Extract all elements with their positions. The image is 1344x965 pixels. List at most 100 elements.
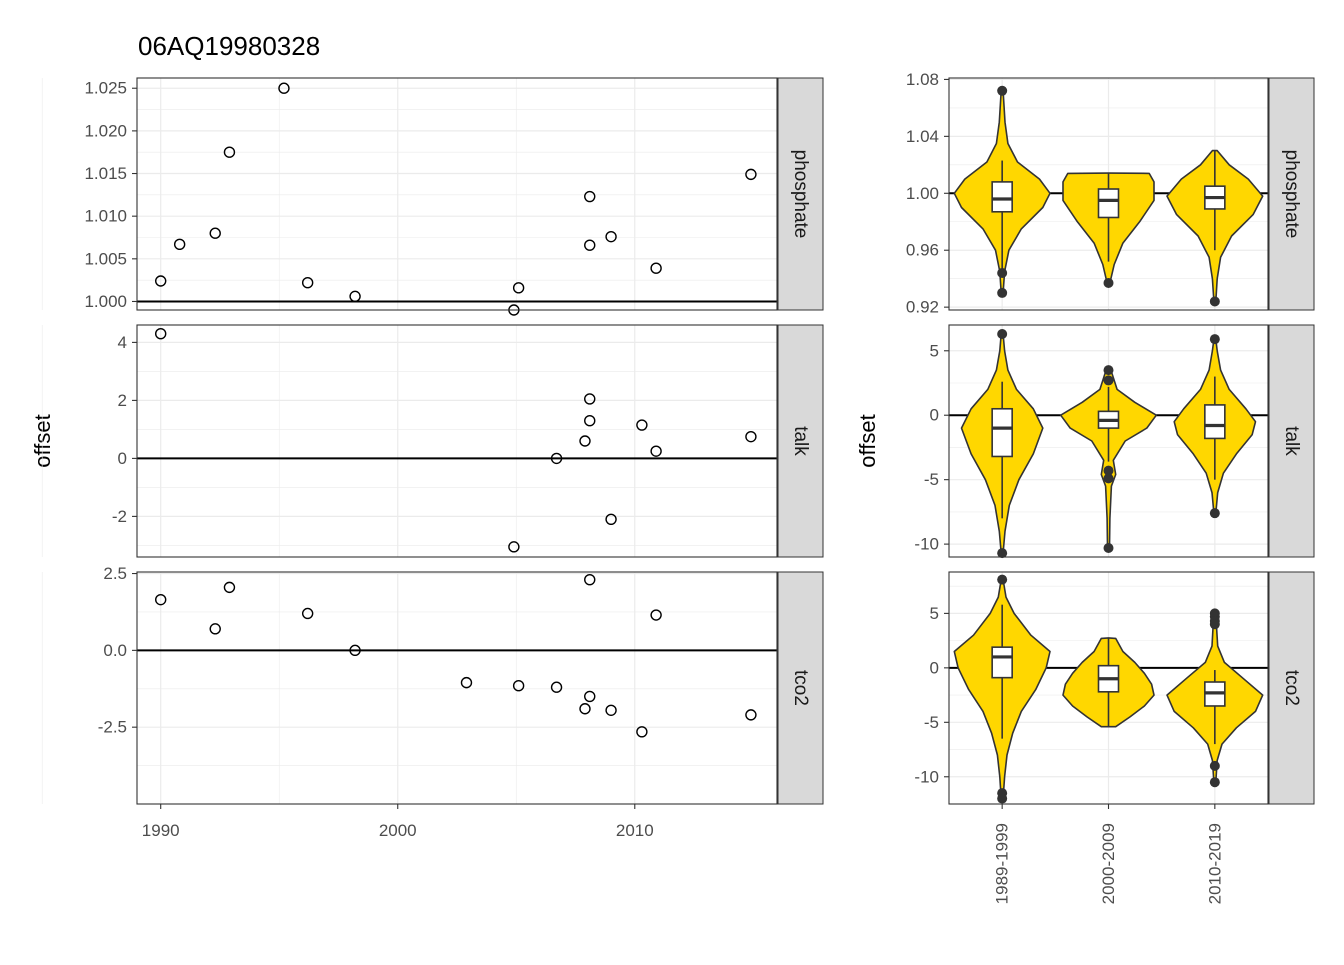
data-point	[155, 593, 167, 606]
box	[991, 407, 1013, 458]
violin-group-2010-2019	[1166, 149, 1264, 307]
data-point	[745, 168, 757, 181]
facet-strip-talk	[1268, 324, 1315, 558]
plot-title: 06AQ19980328	[138, 31, 320, 61]
data-point	[223, 581, 236, 594]
facet-strip-label: talk	[790, 426, 811, 456]
data-point	[584, 239, 596, 251]
data-point	[155, 275, 167, 287]
data-point	[584, 415, 596, 427]
y-tick-label: 1.005	[84, 249, 127, 268]
y-tick-label: 1.020	[84, 121, 127, 140]
y-tick-label: 0	[118, 449, 127, 468]
data-point	[650, 445, 662, 457]
data-point	[550, 681, 563, 693]
box	[991, 646, 1013, 679]
y-tick-label: 0.92	[906, 298, 939, 317]
box	[991, 181, 1013, 213]
data-point	[209, 623, 221, 635]
data-point	[512, 282, 525, 294]
facet-strip-phosphate	[1268, 77, 1315, 311]
y-tick-label: 0	[930, 406, 939, 425]
data-point	[512, 679, 525, 692]
facet-strip-phosphate	[777, 77, 824, 311]
data-point	[745, 709, 757, 721]
right-y-axis-title: offset	[855, 414, 880, 467]
y-tick-label: -10	[914, 535, 939, 554]
y-tick-label: 4	[118, 333, 127, 352]
outlier-point	[997, 548, 1008, 559]
violin-group-2010-2019	[1166, 608, 1264, 788]
scatter-panel-talk: -2 0 2 4 talk	[41, 324, 824, 558]
data-point	[173, 238, 186, 251]
y-tick-label: 1.00	[906, 184, 939, 203]
data-point	[584, 190, 596, 203]
y-tick-label: 1.08	[906, 70, 939, 89]
y-tick-label: -10	[914, 767, 939, 786]
outlier-point	[1209, 334, 1220, 345]
outlier-point	[997, 85, 1008, 96]
box	[1097, 188, 1120, 219]
outlier-point	[997, 329, 1008, 340]
data-point	[278, 82, 290, 94]
y-tick-label: 0.96	[906, 241, 939, 260]
y-tick-label: -2	[112, 507, 127, 526]
violin-group-1989-1999	[953, 574, 1051, 804]
outlier-point	[997, 793, 1008, 804]
outlier-point	[1209, 508, 1220, 519]
panel-border	[136, 77, 778, 311]
data-point	[579, 703, 591, 715]
panel-background	[137, 572, 777, 804]
data-point	[605, 513, 617, 525]
data-point	[349, 644, 361, 657]
outlier-point	[1103, 465, 1114, 476]
data-point	[223, 146, 236, 158]
outlier-point	[997, 287, 1008, 298]
category-label: 2010-2019	[1205, 823, 1224, 904]
y-tick-label: 1.000	[84, 292, 127, 311]
violin-panel-talk: -10 -5 0 5 talk	[914, 324, 1315, 559]
data-point	[550, 452, 563, 465]
y-tick-label: 1.015	[84, 164, 127, 183]
facet-strip-label: phosphate	[790, 150, 811, 239]
data-point	[605, 704, 617, 716]
data-point	[508, 541, 520, 553]
data-point	[584, 573, 596, 586]
data-point	[460, 676, 473, 689]
violin-group-1989-1999	[960, 329, 1044, 559]
facet-strip-talk	[777, 324, 824, 558]
outlier-point	[1209, 760, 1220, 771]
facet-strip-label: tco2	[790, 670, 811, 706]
y-tick-label: -5	[924, 713, 939, 732]
violin-facet-plot: 0.92 0.96 1.00 1.04 1.08 phosphate -10 -5 0 5 talk…	[906, 70, 1315, 904]
facet-strip-tco2	[1268, 571, 1315, 805]
y-tick-label: 1.010	[84, 207, 127, 226]
y-tick-label: 5	[930, 341, 939, 360]
facet-strip-tco2	[777, 571, 824, 805]
y-tick-label: 0.0	[103, 641, 127, 660]
outlier-point	[1103, 542, 1114, 553]
y-tick-label: -5	[924, 470, 939, 489]
violin-panel-phosphate: 0.92 0.96 1.00 1.04 1.08 phosphate	[906, 70, 1315, 317]
data-point	[209, 227, 221, 239]
outlier-point	[997, 267, 1008, 278]
outlier-point	[1103, 473, 1114, 484]
data-point	[301, 607, 314, 620]
outlier-point	[997, 574, 1008, 585]
data-point	[349, 290, 361, 303]
scatter-facet-plot: 1.000 1.005 1.010 1.015 1.020 1.025 phosphate -…	[41, 77, 824, 840]
panel-background	[137, 78, 777, 310]
box	[1204, 404, 1226, 440]
violin-group-1989-1999	[953, 85, 1051, 298]
scatter-panel-phosphate: 1.000 1.005 1.010 1.015 1.020 1.025 phosphate	[41, 77, 824, 316]
scatter-panel-tco2: -2.5 0.0 2.5 tco2 1990 2000 2010	[41, 564, 824, 840]
data-point	[636, 726, 648, 738]
data-point	[584, 393, 596, 405]
category-label: 2000-2009	[1099, 823, 1118, 904]
left-y-axis-title: offset	[30, 414, 55, 467]
y-tick-label: 2	[118, 391, 127, 410]
y-tick-label: 1.04	[906, 127, 939, 146]
outlier-point	[1209, 777, 1220, 788]
violin-panel-tco2: -10 -5 0 5 tco2 1989-1999 2000-2009 2010-2019	[914, 571, 1315, 904]
data-point	[745, 430, 757, 443]
